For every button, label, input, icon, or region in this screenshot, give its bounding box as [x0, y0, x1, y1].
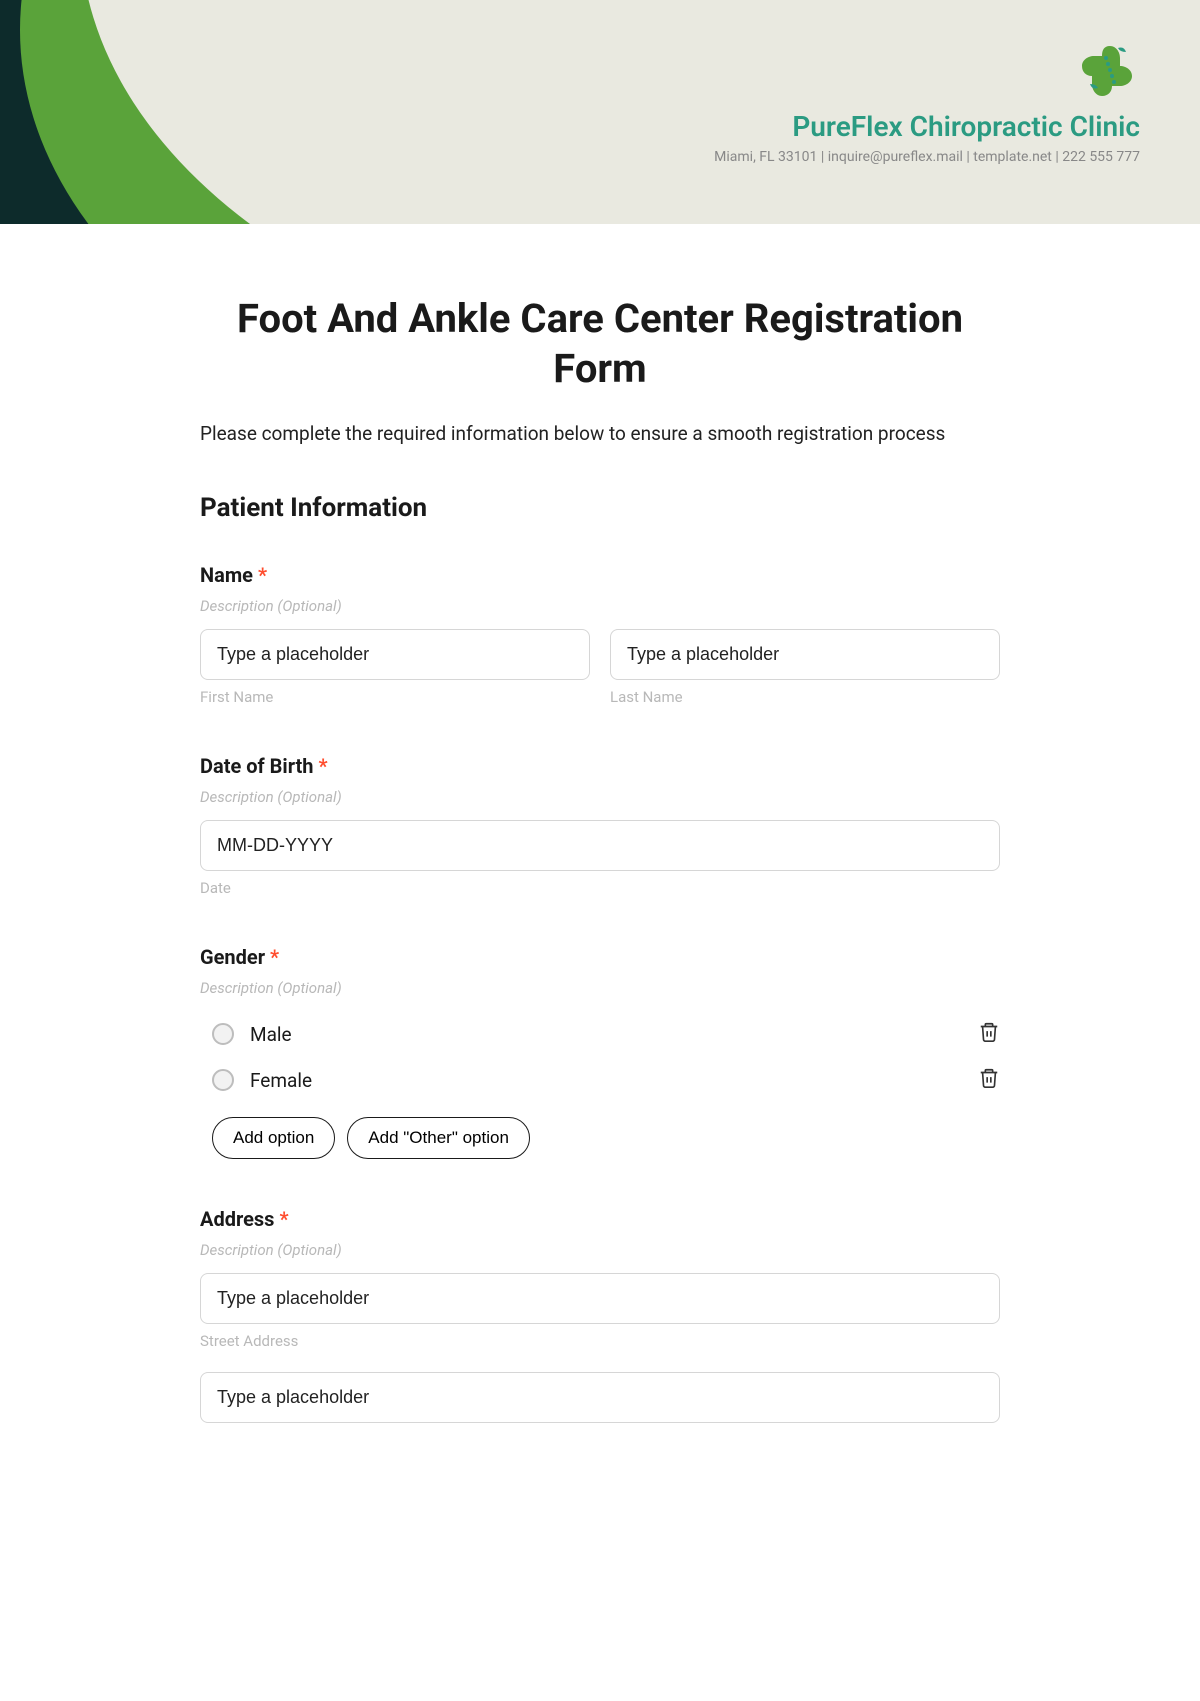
sublabel-last-name: Last Name: [610, 688, 1000, 706]
desc-name[interactable]: Description (Optional): [200, 597, 1000, 615]
form-title: Foot And Ankle Care Center Registration …: [200, 294, 1000, 394]
add-other-option-button[interactable]: Add "Other" option: [347, 1117, 530, 1159]
address-line2-input[interactable]: [200, 1372, 1000, 1423]
last-name-input[interactable]: [610, 629, 1000, 680]
brand-block: PureFlex Chiropractic Clinic Miami, FL 3…: [714, 38, 1140, 165]
label-dob: Date of Birth *: [200, 754, 1000, 778]
radio-row-female: Female: [200, 1057, 1000, 1103]
required-asterisk: *: [279, 1207, 288, 1231]
label-address: Address *: [200, 1207, 1000, 1231]
radio-label-male: Male: [250, 1023, 292, 1046]
street-address-input[interactable]: [200, 1273, 1000, 1324]
trash-icon[interactable]: [978, 1067, 1000, 1093]
radio-male[interactable]: [212, 1023, 234, 1045]
desc-gender[interactable]: Description (Optional): [200, 979, 1000, 997]
desc-dob[interactable]: Description (Optional): [200, 788, 1000, 806]
sublabel-first-name: First Name: [200, 688, 590, 706]
label-name: Name *: [200, 563, 1000, 587]
add-option-button[interactable]: Add option: [212, 1117, 335, 1159]
clinic-logo-icon: [1080, 38, 1140, 102]
label-address-text: Address: [200, 1207, 274, 1231]
form-content: Foot And Ankle Care Center Registration …: [180, 294, 1020, 1423]
first-name-input[interactable]: [200, 629, 590, 680]
sublabel-dob: Date: [200, 879, 1000, 897]
required-asterisk: *: [258, 563, 267, 587]
field-address: Address * Description (Optional) Street …: [200, 1207, 1000, 1423]
radio-female[interactable]: [212, 1069, 234, 1091]
form-intro: Please complete the required information…: [200, 422, 1000, 445]
required-asterisk: *: [270, 945, 279, 969]
radio-row-male: Male: [200, 1011, 1000, 1057]
field-gender: Gender * Description (Optional) Male Fem…: [200, 945, 1000, 1159]
required-asterisk: *: [318, 754, 327, 778]
label-dob-text: Date of Birth: [200, 754, 314, 778]
field-dob: Date of Birth * Description (Optional) D…: [200, 754, 1000, 897]
label-name-text: Name: [200, 563, 253, 587]
label-gender: Gender *: [200, 945, 1000, 969]
label-gender-text: Gender: [200, 945, 265, 969]
clinic-contact-info: Miami, FL 33101 | inquire@pureflex.mail …: [714, 149, 1140, 165]
sublabel-street: Street Address: [200, 1332, 1000, 1350]
field-name: Name * Description (Optional) First Name…: [200, 563, 1000, 706]
dob-input[interactable]: [200, 820, 1000, 871]
page-header: PureFlex Chiropractic Clinic Miami, FL 3…: [0, 0, 1200, 224]
clinic-name: PureFlex Chiropractic Clinic: [714, 110, 1140, 143]
desc-address[interactable]: Description (Optional): [200, 1241, 1000, 1259]
section-title-patient: Patient Information: [200, 493, 1000, 523]
radio-label-female: Female: [250, 1069, 312, 1092]
trash-icon[interactable]: [978, 1021, 1000, 1047]
